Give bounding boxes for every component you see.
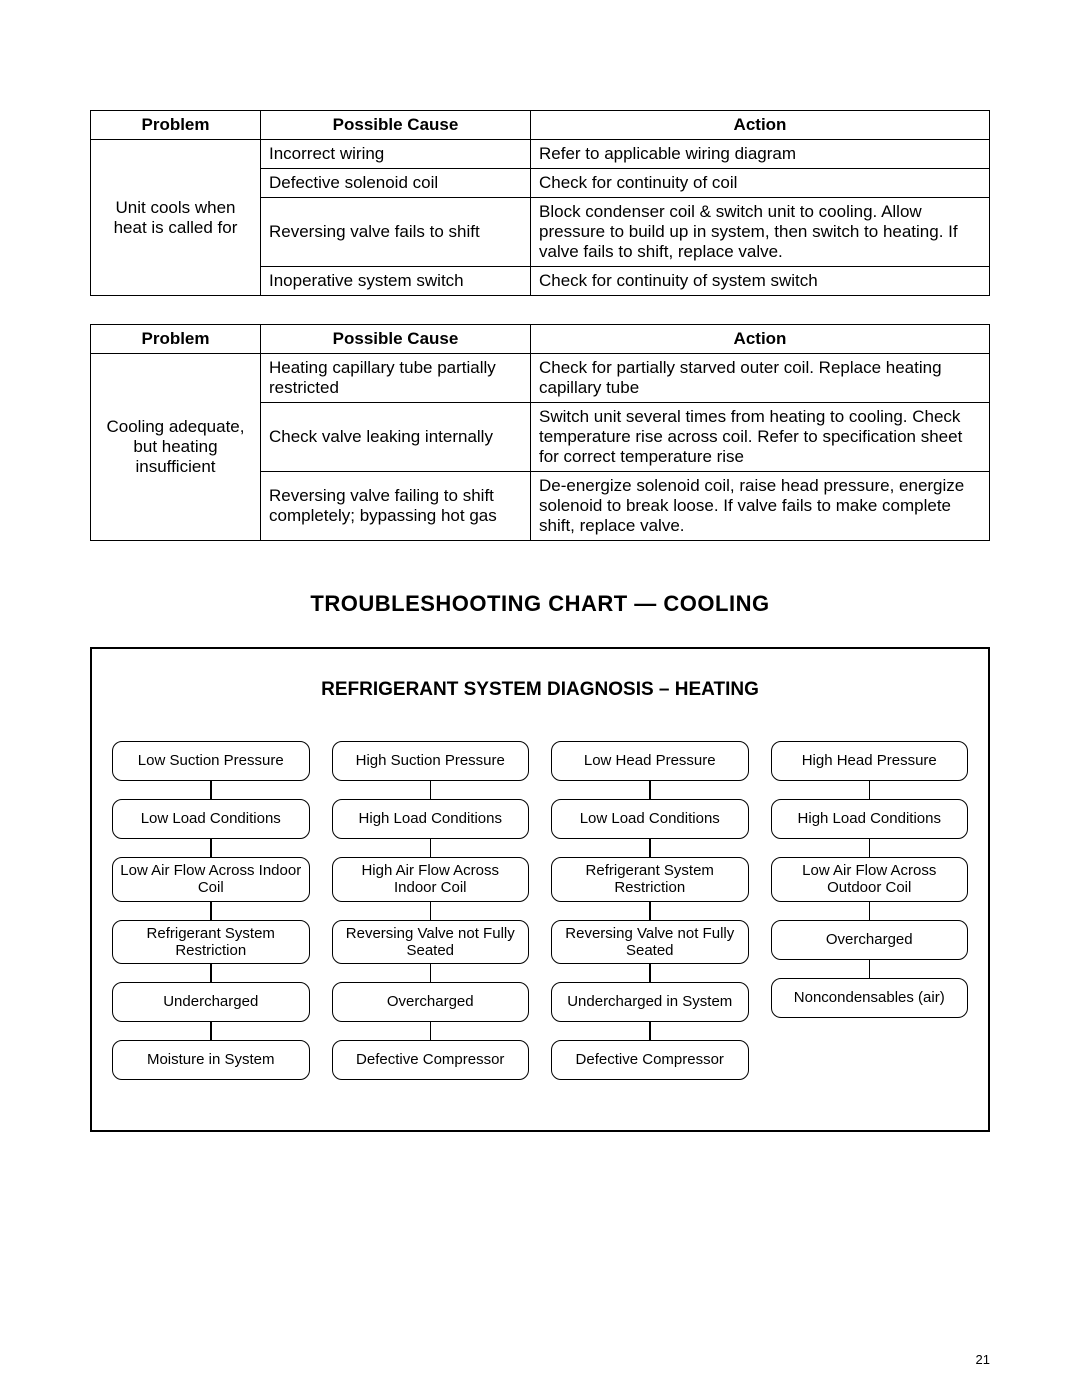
flowchart-node: Reversing Valve not Fully Seated [551,920,749,965]
flowchart-column: High Suction Pressure High Load Condition… [332,741,530,1080]
flowchart-node: Low Load Conditions [112,799,310,839]
flowchart-node: High Load Conditions [332,799,530,839]
flowchart-connector [869,960,871,978]
flowchart-connector [430,1022,432,1040]
flowchart-node: Overcharged [771,920,969,960]
flowchart-node: Undercharged [112,982,310,1022]
cause-cell: Inoperative system switch [261,267,531,296]
flowchart-columns: Low Suction PressureLow Load ConditionsL… [112,741,968,1080]
flowchart-column: High Head Pressure High Load Conditions Lo… [771,741,969,1080]
cause-cell: Defective solenoid coil [261,169,531,198]
flowchart-node: Refrigerant System Restriction [551,857,749,902]
flowchart-connector [430,781,432,799]
flowchart-node: High Head Pressure [771,741,969,781]
flowchart-frame: REFRIGERANT SYSTEM DIAGNOSIS – HEATING L… [90,647,990,1132]
action-cell: De-energize solenoid coil, raise head pr… [531,472,990,541]
col-header-problem: Problem [91,325,261,354]
action-cell: Refer to applicable wiring diagram [531,140,990,169]
flowchart-node: Low Air Flow Across Indoor Coil [112,857,310,902]
action-cell: Check for continuity of system switch [531,267,990,296]
cause-cell: Incorrect wiring [261,140,531,169]
problem-cell: Unit cools when heat is called for [91,140,261,296]
cause-cell: Reversing valve fails to shift [261,198,531,267]
action-cell: Check for continuity of coil [531,169,990,198]
flowchart-node: Defective Compressor [551,1040,749,1080]
flowchart-node: High Air Flow Across Indoor Coil [332,857,530,902]
flowchart-connector [210,839,212,857]
action-cell: Switch unit several times from heating t… [531,403,990,472]
flowchart-connector [210,781,212,799]
flowchart-column: Low Head Pressure Low Load Conditions Refr… [551,741,749,1080]
flowchart-connector [869,839,871,857]
flowchart-node: Noncondensables (air) [771,978,969,1018]
troubleshoot-table-1: Problem Possible Cause Action Unit cools… [90,110,990,296]
flowchart-node: Low Head Pressure [551,741,749,781]
flowchart-connector [869,781,871,799]
problem-cell: Cooling adequate, but heating insufficie… [91,354,261,541]
cause-cell: Check valve leaking internally [261,403,531,472]
flowchart-connector [649,839,651,857]
flowchart-connector [649,902,651,920]
flowchart-connector [210,902,212,920]
flowchart-node: Reversing Valve not Fully Seated [332,920,530,965]
col-header-action: Action [531,325,990,354]
col-header-problem: Problem [91,111,261,140]
flowchart-node: Low Suction Pressure [112,741,310,781]
document-page: Problem Possible Cause Action Unit cools… [0,0,1080,1397]
col-header-cause: Possible Cause [261,325,531,354]
flowchart-title: REFRIGERANT SYSTEM DIAGNOSIS – HEATING [112,679,968,701]
flowchart-column: Low Suction Pressure Low Load Conditions L… [112,741,310,1080]
flowchart-node: Overcharged [332,982,530,1022]
flowchart-connector [869,902,871,920]
flowchart-node: Low Air Flow Across Outdoor Coil [771,857,969,902]
page-number: 21 [976,1352,990,1367]
flowchart-connector [430,839,432,857]
col-header-action: Action [531,111,990,140]
flowchart-node: Defective Compressor [332,1040,530,1080]
flowchart-node: Undercharged in System [551,982,749,1022]
flowchart-connector [649,781,651,799]
flowchart-node: Moisture in System [112,1040,310,1080]
flowchart-connector [430,902,432,920]
flowchart-node: Low Load Conditions [551,799,749,839]
flowchart-connector [649,1022,651,1040]
troubleshoot-table-2: Problem Possible Cause Action Cooling ad… [90,324,990,541]
cause-cell: Heating capillary tube partially restric… [261,354,531,403]
flowchart-connector [210,1022,212,1040]
col-header-cause: Possible Cause [261,111,531,140]
cause-cell: Reversing valve failing to shift complet… [261,472,531,541]
flowchart-connector [649,964,651,982]
action-cell: Block condenser coil & switch unit to co… [531,198,990,267]
action-cell: Check for partially starved outer coil. … [531,354,990,403]
flowchart-connector [210,964,212,982]
flowchart-node: High Suction Pressure [332,741,530,781]
flowchart-node: High Load Conditions [771,799,969,839]
flowchart-node: Refrigerant System Restriction [112,920,310,965]
flowchart-connector [430,964,432,982]
section-title: TROUBLESHOOTING CHART — COOLING [90,591,990,617]
